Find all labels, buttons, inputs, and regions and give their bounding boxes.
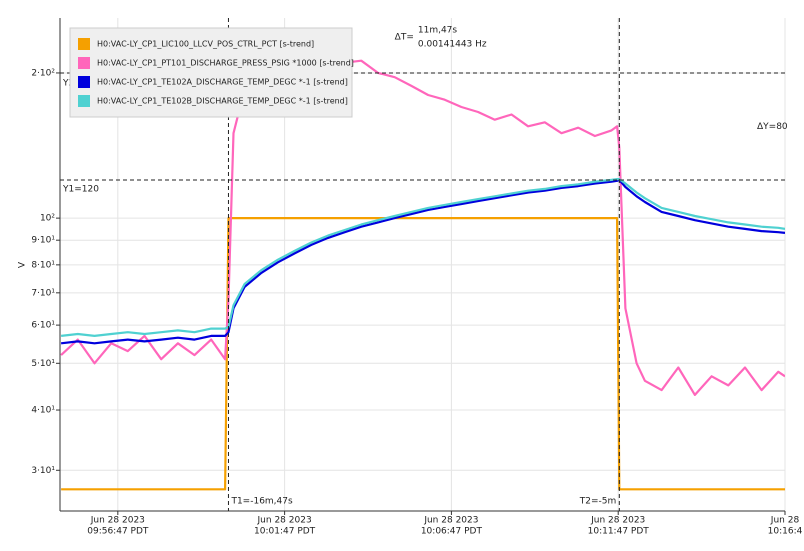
y-tick-label: 2·10² [31, 68, 55, 78]
series-line [60, 178, 785, 337]
legend-box [69, 27, 353, 118]
x-tick-label: Jun 28 2023 [423, 516, 478, 526]
cursor-label: T2=-5m [579, 497, 617, 507]
y-tick-label: 10² [40, 214, 55, 224]
legend-swatch [78, 76, 90, 88]
legend-swatch [78, 57, 90, 69]
series-line [61, 217, 785, 491]
cursor-label: ΔT= [395, 33, 414, 43]
x-tick-label: Jun 28 2023 [590, 516, 645, 526]
legend-swatch [78, 95, 90, 107]
legend-swatch [78, 38, 90, 50]
series-line [60, 178, 785, 345]
cursor-label: 11m,47s [418, 26, 458, 36]
cursor-label: 0.00141443 Hz [418, 40, 487, 50]
x-tick-label: 09:56:47 PDT [87, 527, 149, 537]
cursor-label: Y1=120 [62, 184, 99, 194]
x-tick-label: Jun 28 2023 [257, 516, 312, 526]
x-tick-label: 10:06:47 PDT [421, 527, 483, 537]
y-tick-label: 7·10¹ [31, 288, 55, 298]
y-tick-label: 8·10¹ [31, 260, 55, 270]
legend-label: H0:VAC-LY_CP1_PT101_DISCHARGE_PRESS_PSIG… [97, 59, 354, 68]
y-axis-label: V [18, 261, 28, 268]
y-tick-label: 5·10¹ [31, 359, 55, 369]
legend-label: H0:VAC-LY_CP1_TE102A_DISCHARGE_TEMP_DEGC… [97, 78, 348, 87]
legend-label: H0:VAC-LY_CP1_LIC100_LLCV_POS_CTRL_PCT [… [97, 40, 314, 49]
cursor-label: ΔY=80 [757, 122, 788, 132]
x-tick-label: Jun 28 2023 [90, 516, 145, 526]
x-tick-label: Jun 28 [770, 516, 800, 526]
series-line [60, 42, 785, 396]
legend-label: H0:VAC-LY_CP1_TE102B_DISCHARGE_TEMP_DEGC… [97, 97, 348, 106]
y-tick-label: 3·10¹ [31, 466, 55, 476]
y-tick-label: 6·10¹ [31, 321, 55, 331]
x-tick-label: 10:16:4 [768, 527, 803, 537]
cursor-label: T1=-16m,47s [230, 497, 293, 507]
y-tick-label: 4·10¹ [31, 406, 55, 416]
x-tick-label: 10:01:47 PDT [254, 527, 316, 537]
y-tick-label: 9·10¹ [31, 236, 55, 246]
x-tick-label: 10:11:47 PDT [588, 527, 650, 537]
